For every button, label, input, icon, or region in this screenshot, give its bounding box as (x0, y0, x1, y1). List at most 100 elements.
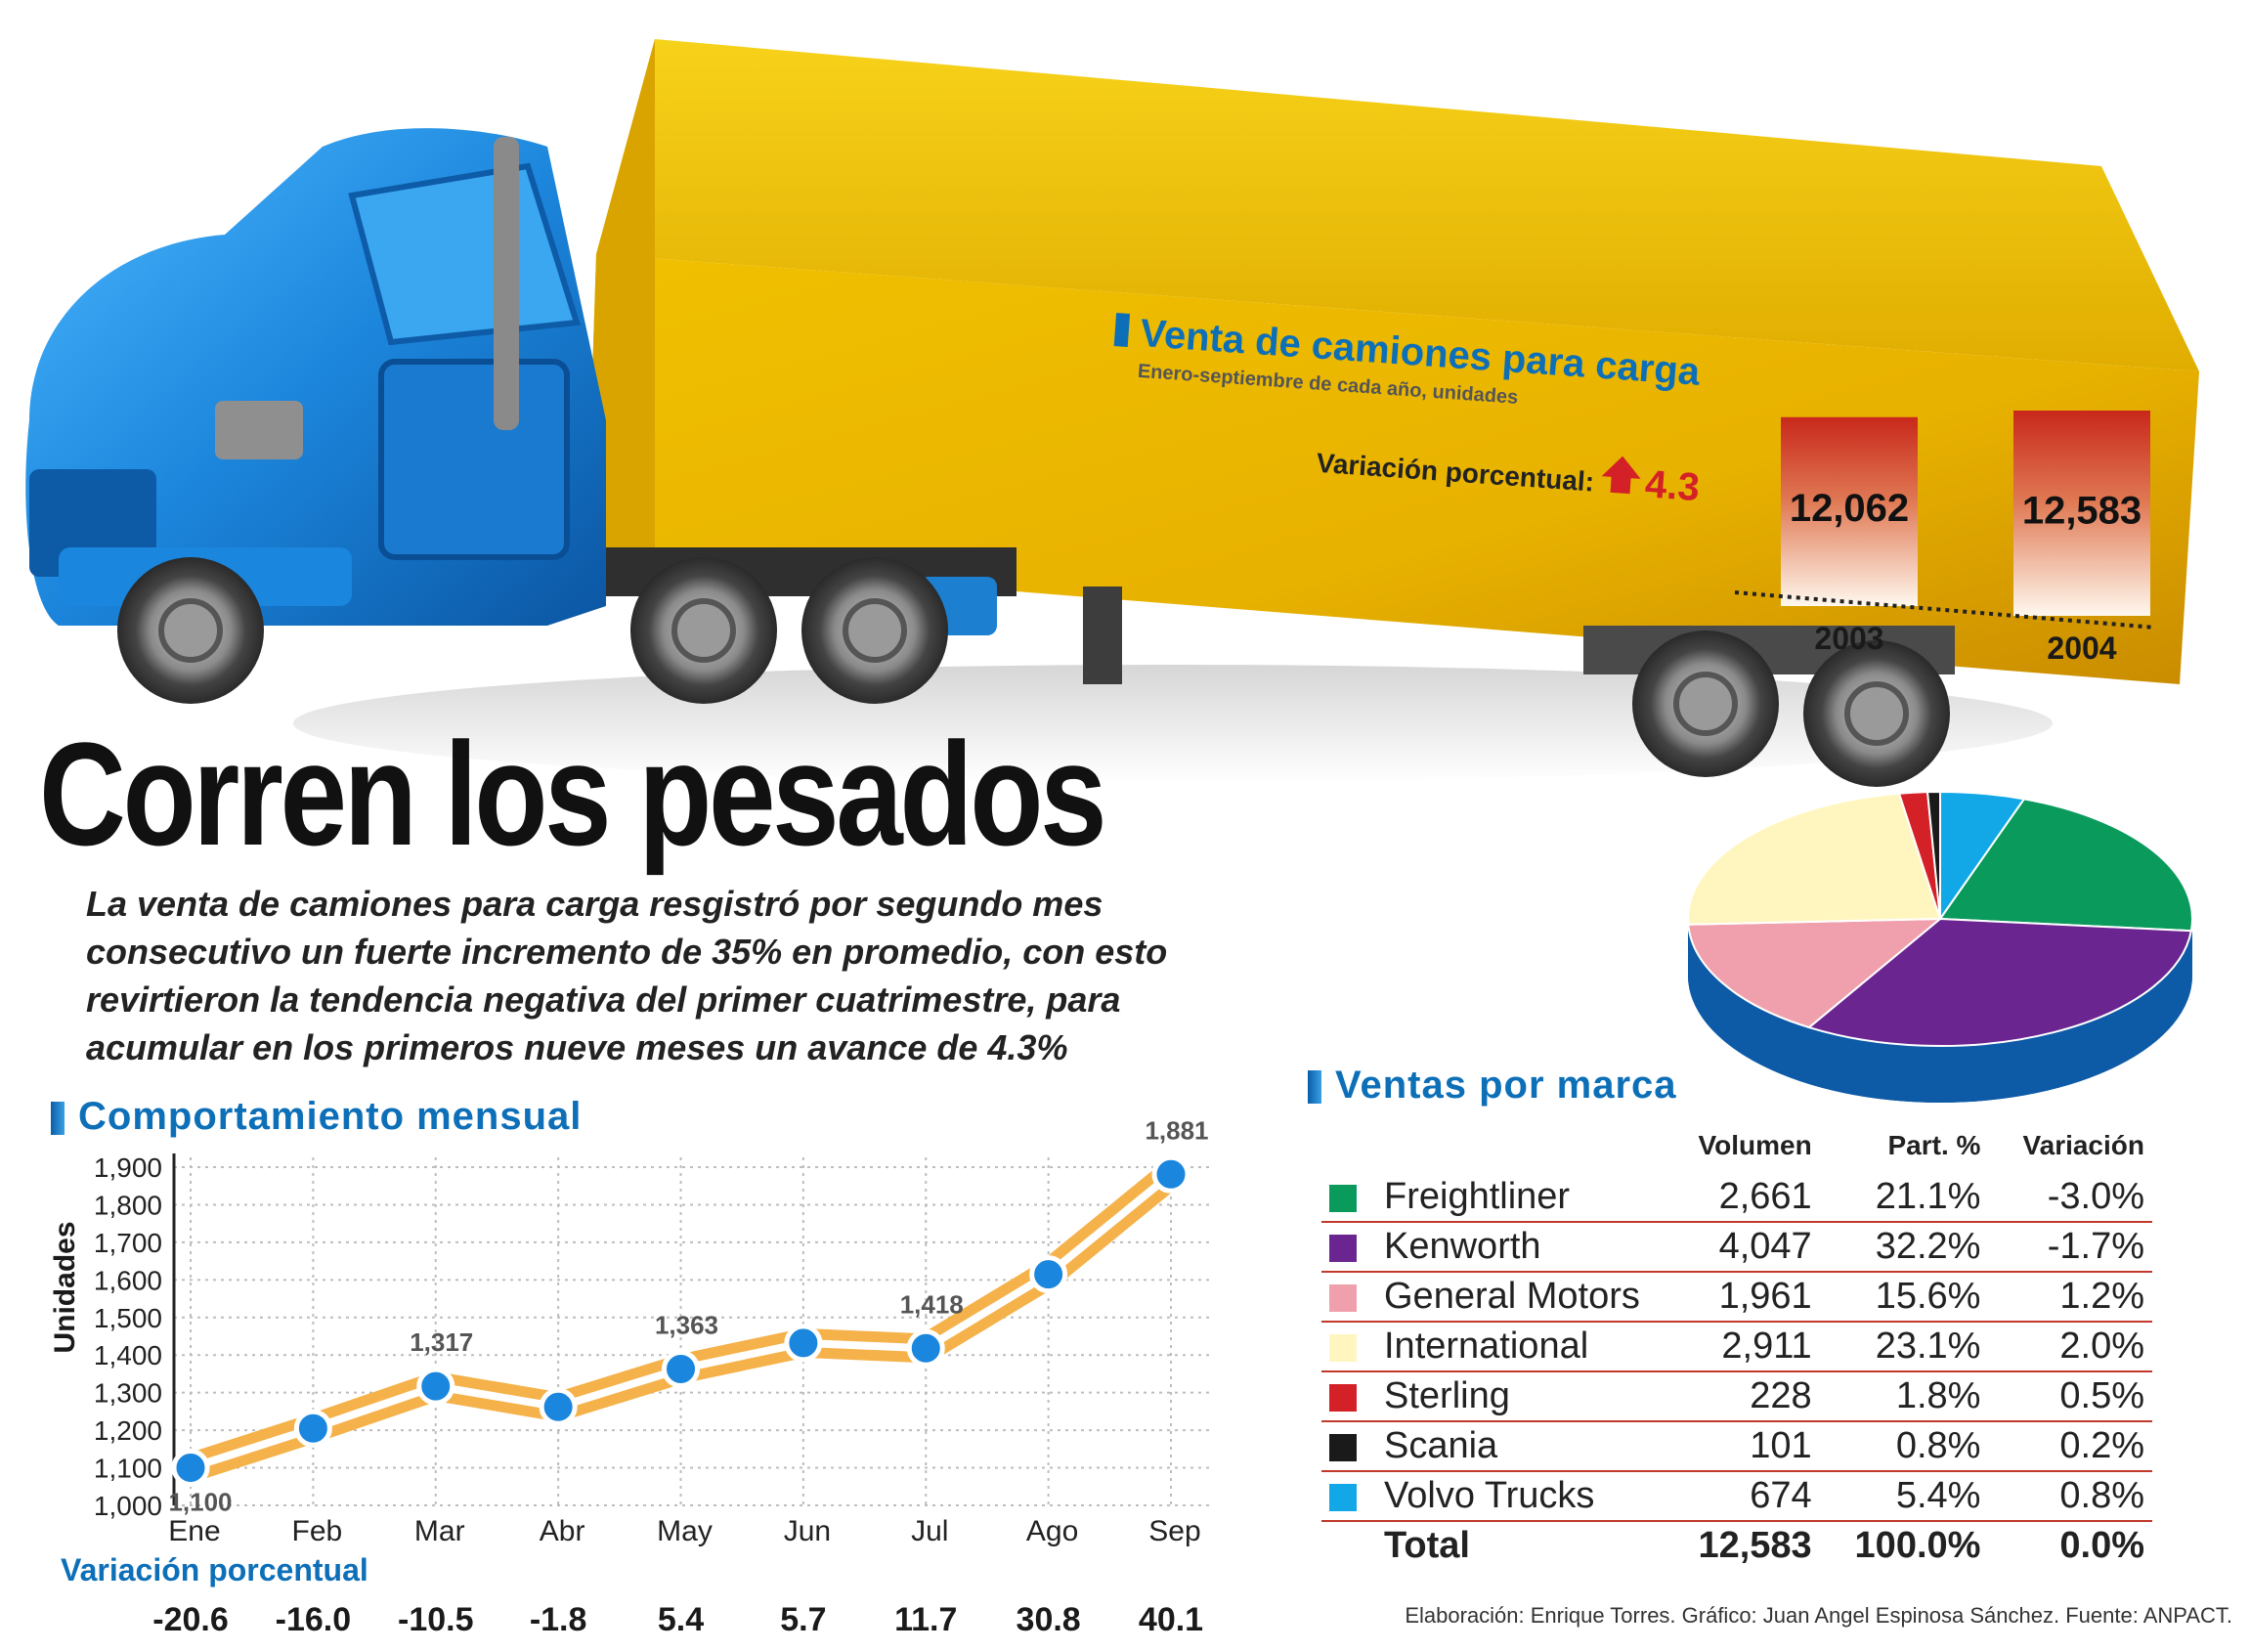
brand-volume: 101 (1666, 1421, 1820, 1472)
brand-share: 0.8% (1819, 1421, 1989, 1472)
header-variacion: Variación (2022, 1130, 2144, 1160)
table-row: Volvo Trucks 674 5.4% 0.8% (1321, 1471, 2152, 1522)
total-share: 100.0% (1854, 1525, 1981, 1566)
table-header-row: Volumen Part. % Variación (1321, 1124, 2152, 1173)
section-marker (51, 1102, 65, 1136)
brand-name: General Motors (1376, 1272, 1666, 1323)
brand-swatch (1329, 1333, 1357, 1362)
variation-value: -16.0 (276, 1601, 352, 1638)
x-tick-label: Feb (292, 1515, 343, 1547)
brand-swatch (1329, 1283, 1357, 1312)
brand-name: Scania (1376, 1421, 1666, 1472)
x-tick-label: Mar (414, 1515, 465, 1547)
x-tick-label: Ene (168, 1515, 220, 1547)
x-tick-label: Abr (540, 1515, 585, 1547)
variation-value: 5.4 (658, 1601, 704, 1638)
brand-swatch (1329, 1234, 1357, 1262)
y-tick-label: 1,600 (94, 1265, 162, 1295)
data-point (1029, 1255, 1068, 1294)
point-label: 1,100 (168, 1488, 232, 1517)
brand-variation: -1.7% (1988, 1222, 2152, 1273)
variation-value: 40.1 (1139, 1601, 1203, 1638)
brand-volume: 228 (1666, 1371, 1820, 1422)
pie-slice-scania (1925, 790, 1941, 920)
annual-year-label: 2003 (1814, 621, 1883, 656)
table-row: Sterling 228 1.8% 0.5% (1321, 1371, 2152, 1422)
brand-variation: 0.2% (1988, 1421, 2152, 1472)
x-tick-label: May (657, 1515, 713, 1547)
total-variation: 0.0% (2059, 1525, 2144, 1566)
brand-name: Freightliner (1376, 1173, 1666, 1223)
brand-variation: 1.2% (1988, 1272, 2152, 1323)
trailer-top (596, 39, 2199, 371)
annual-bar-2003 (1781, 416, 1918, 606)
brand-swatch (1329, 1383, 1357, 1412)
total-volume: 12,583 (1698, 1525, 1812, 1566)
swatch-cell (1321, 1421, 1376, 1472)
brand-share: 15.6% (1819, 1272, 1989, 1323)
wheels (117, 557, 1950, 787)
y-tick-label: 1,500 (94, 1303, 162, 1333)
exhaust-stack (494, 137, 519, 430)
annual-bar-label: 12,583 (2022, 490, 2142, 533)
brand-variation: 0.5% (1988, 1371, 2152, 1422)
brand-swatch (1329, 1433, 1357, 1461)
variation-value: 4.3 (1644, 462, 1702, 509)
brand-share: 1.8% (1819, 1371, 1989, 1422)
header-volumen: Volumen (1698, 1130, 1812, 1160)
y-tick-label: 1,200 (94, 1415, 162, 1446)
brand-swatch (1329, 1483, 1357, 1511)
table-row: Kenworth 4,047 32.2% -1.7% (1321, 1222, 2152, 1273)
table-row: Scania 101 0.8% 0.2% (1321, 1421, 2152, 1472)
y-tick-label: 1,100 (94, 1454, 162, 1484)
data-point (662, 1349, 700, 1388)
data-point (1151, 1154, 1190, 1194)
y-tick-label: 1,900 (94, 1152, 162, 1183)
swatch-cell (1321, 1471, 1376, 1522)
total-label: Total (1384, 1525, 1470, 1566)
swatch-cell (1321, 1173, 1376, 1223)
brand-share: 21.1% (1819, 1173, 1989, 1223)
point-label: 1,418 (900, 1289, 964, 1319)
y-tick-label: 1,800 (94, 1190, 162, 1220)
variation-value: -20.6 (152, 1601, 229, 1638)
brand-variation: 2.0% (1988, 1322, 2152, 1372)
brand-volume: 2,911 (1666, 1322, 1820, 1372)
intro-text: La venta de camiones para carga resgistr… (86, 884, 1168, 1067)
swatch-cell (1321, 1371, 1376, 1422)
brand-table: Volumen Part. % Variación Freightliner 2,… (1321, 1124, 2152, 1570)
swatch-cell (1321, 1272, 1376, 1323)
variation-value: 11.7 (894, 1601, 957, 1638)
swatch-cell (1321, 1222, 1376, 1273)
data-point (293, 1409, 332, 1448)
brand-share: 32.2% (1819, 1222, 1989, 1273)
point-label: 1,363 (655, 1310, 718, 1339)
brand-name: Kenworth (1376, 1222, 1666, 1273)
x-tick-label: Sep (1148, 1515, 1200, 1547)
brand-volume: 1,961 (1666, 1272, 1820, 1323)
monthly-section-title: Comportamiento mensual (51, 1095, 582, 1139)
cab-window (348, 162, 581, 346)
x-tick-label: Jul (911, 1515, 948, 1547)
y-tick-label: 1,700 (94, 1228, 162, 1258)
point-label: 1,317 (410, 1327, 473, 1357)
brand-name: Sterling (1376, 1371, 1666, 1422)
x-tick-label: Ago (1026, 1515, 1078, 1547)
section-marker (1308, 1070, 1321, 1105)
swatch-cell (1321, 1322, 1376, 1372)
brand-variation: 0.8% (1988, 1471, 2152, 1522)
variation-value: -10.5 (398, 1601, 474, 1638)
y-tick-label: 1,300 (94, 1378, 162, 1409)
monthly-title: Comportamiento mensual (78, 1095, 583, 1138)
brand-section-title: Ventas por marca (1308, 1064, 1677, 1108)
brand-swatch (1329, 1184, 1357, 1212)
credit-line: Elaboración: Enrique Torres. Gráfico: Ju… (1405, 1603, 2232, 1628)
brand-name: International (1376, 1322, 1666, 1372)
brand-title: Ventas por marca (1335, 1064, 1677, 1107)
annual-bar-2004 (2013, 411, 2150, 616)
variation-value: 30.8 (1017, 1601, 1081, 1638)
data-point (171, 1449, 210, 1488)
